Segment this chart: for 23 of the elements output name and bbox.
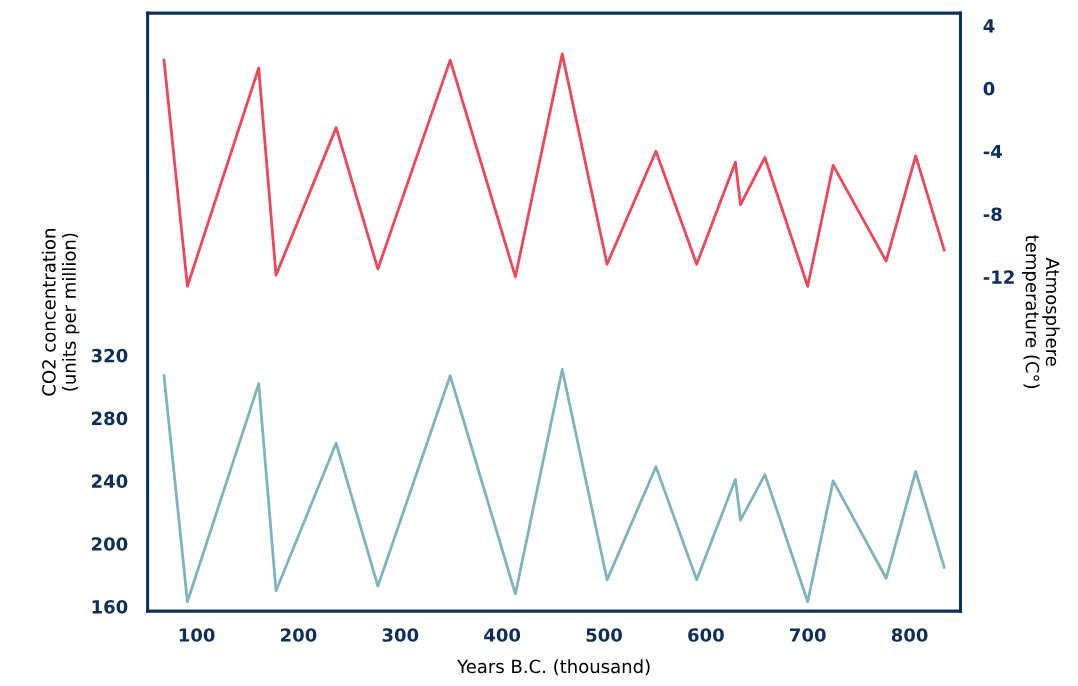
line-series [162,52,946,288]
x-tick-label: 300 [382,628,419,642]
x-axis-title: Years B.C. (thousand) [457,659,650,676]
y-tick-label: 160 [92,599,128,614]
y-axis-title: CO2 concentration (units per million) [41,229,80,396]
y2-tick-label: -4 [983,144,1002,159]
y-tick-label: 240 [91,474,128,489]
y2-tick-label: 4 [983,19,995,33]
y2-tick-label: 0 [983,81,995,96]
x-tick-label: 400 [484,628,521,642]
x-tick-label: 700 [790,628,826,642]
x-tick-label: 500 [586,628,622,642]
y-tick-label: 320 [91,348,128,363]
x-tick-label: 200 [281,628,317,642]
y2-tick-label: -12 [983,270,1014,284]
x-tick-label: 800 [891,628,928,642]
y2-tick-label: -8 [983,207,1002,222]
y2-axis-title: Atmosphere temperature (C°) [1022,235,1060,389]
x-tick-label: 600 [688,628,724,642]
x-tick-label: 100 [179,628,215,642]
line-series [162,368,946,604]
y-tick-label: 200 [91,537,128,551]
y-tick-label: 280 [91,411,128,426]
